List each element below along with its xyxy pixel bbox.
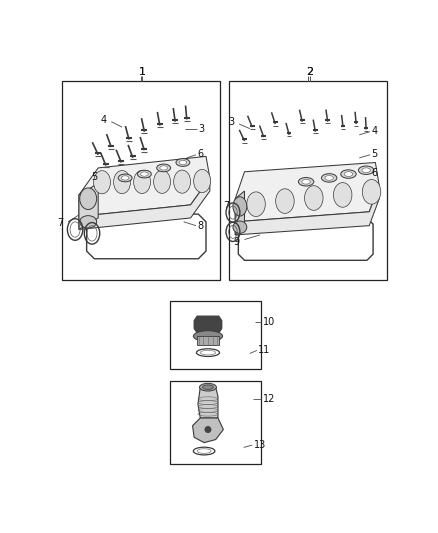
Bar — [170, 381, 261, 464]
Text: 2: 2 — [307, 68, 314, 77]
Ellipse shape — [193, 330, 223, 342]
Polygon shape — [194, 316, 222, 333]
Text: 12: 12 — [263, 394, 276, 404]
Text: 10: 10 — [263, 317, 275, 327]
Ellipse shape — [199, 383, 216, 391]
Bar — [170, 301, 261, 369]
Ellipse shape — [173, 170, 191, 193]
Ellipse shape — [325, 175, 333, 180]
Polygon shape — [193, 418, 223, 442]
Ellipse shape — [362, 180, 381, 204]
Ellipse shape — [121, 176, 129, 180]
Ellipse shape — [138, 170, 151, 178]
Polygon shape — [79, 156, 210, 216]
Ellipse shape — [276, 189, 294, 213]
Ellipse shape — [247, 192, 265, 216]
Ellipse shape — [341, 170, 356, 179]
Bar — [62, 81, 220, 280]
Text: 5: 5 — [371, 149, 378, 159]
Ellipse shape — [80, 188, 97, 209]
Polygon shape — [235, 191, 244, 235]
Polygon shape — [79, 183, 98, 230]
Ellipse shape — [333, 183, 352, 207]
Ellipse shape — [118, 174, 132, 182]
Text: 7: 7 — [57, 219, 64, 228]
Ellipse shape — [304, 185, 323, 211]
Ellipse shape — [302, 180, 311, 184]
Ellipse shape — [233, 221, 247, 233]
Ellipse shape — [113, 171, 131, 193]
Text: 2: 2 — [307, 68, 314, 77]
Ellipse shape — [203, 385, 213, 390]
Ellipse shape — [157, 164, 170, 172]
Ellipse shape — [154, 170, 170, 193]
Text: 13: 13 — [254, 440, 266, 450]
Ellipse shape — [94, 171, 110, 194]
Text: 5: 5 — [91, 172, 97, 182]
Text: 1: 1 — [138, 68, 145, 77]
Ellipse shape — [233, 197, 247, 216]
Text: 1: 1 — [138, 68, 145, 77]
Ellipse shape — [141, 172, 148, 176]
Polygon shape — [235, 185, 379, 235]
Ellipse shape — [160, 166, 167, 170]
Ellipse shape — [179, 160, 187, 165]
Text: 3: 3 — [198, 124, 205, 134]
Bar — [197, 336, 219, 345]
Ellipse shape — [134, 171, 151, 193]
Text: 7: 7 — [224, 201, 230, 212]
Text: 3: 3 — [228, 117, 234, 127]
Polygon shape — [198, 387, 218, 418]
Ellipse shape — [321, 174, 337, 182]
Polygon shape — [79, 178, 210, 230]
Text: 9: 9 — [233, 237, 239, 247]
Text: 6: 6 — [198, 149, 204, 159]
Ellipse shape — [358, 166, 374, 174]
Ellipse shape — [362, 168, 371, 173]
Polygon shape — [235, 163, 379, 222]
Ellipse shape — [344, 172, 353, 176]
Text: 11: 11 — [258, 345, 271, 356]
Text: 4: 4 — [101, 115, 107, 125]
Ellipse shape — [298, 177, 314, 186]
Bar — [229, 81, 387, 280]
Text: 6: 6 — [371, 168, 378, 179]
Text: 8: 8 — [198, 221, 204, 231]
Text: 4: 4 — [371, 126, 378, 136]
Ellipse shape — [194, 169, 211, 192]
Ellipse shape — [176, 159, 190, 166]
Ellipse shape — [205, 426, 211, 433]
Ellipse shape — [80, 216, 97, 228]
